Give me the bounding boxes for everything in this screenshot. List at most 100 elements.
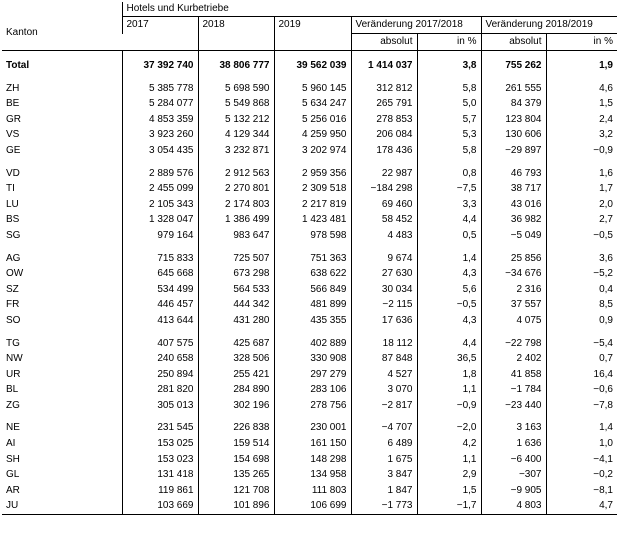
- spacer-cell: [545, 243, 617, 251]
- year-header-2019: 2019: [273, 16, 351, 34]
- total-row: Total 37 392 740 38 806 777 39 562 039 1 414…: [2, 58, 617, 74]
- kanton-name: OW: [6, 268, 24, 280]
- spacer-cell: [545, 73, 617, 81]
- spacer-cell: [121, 413, 198, 421]
- cell-abs2: 130 606: [480, 127, 546, 143]
- cell-pct2: 4,6: [545, 80, 617, 97]
- sub-empty-2019: [273, 33, 351, 51]
- cell-pct2: 3,2: [545, 127, 617, 143]
- cell-abs1: 1 847: [350, 482, 417, 499]
- year-header-2018: 2018: [197, 16, 274, 34]
- cell-v2018: 38 806 777: [197, 58, 274, 74]
- cell-v2018: 154 698: [197, 451, 274, 468]
- spacer-cell: [416, 158, 481, 166]
- cell-v2019: 148 298: [273, 451, 351, 468]
- spacer-cell: [2, 329, 122, 336]
- cell-pct1: 1,4: [416, 250, 481, 267]
- cell-v2018: 135 265: [197, 467, 274, 483]
- spacer-row: [2, 413, 617, 421]
- cell-v2017: 5 284 077: [121, 96, 198, 112]
- cell-v2019: 111 803: [273, 482, 351, 499]
- pct2-header: in %: [545, 33, 617, 51]
- cell-pct2: −0,6: [545, 382, 617, 398]
- cell-abs2: −29 897: [480, 142, 546, 159]
- kanton-name: ZH: [6, 82, 20, 94]
- cell-v2017: 2 105 343: [121, 196, 198, 213]
- kanton-name: TG: [6, 337, 20, 349]
- table-row: BS 1 328 047 1 386 499 1 423 481 58 452 4,4 36…: [2, 212, 617, 228]
- cell-v2017: 413 644: [121, 312, 198, 329]
- cell-v2019: 751 363: [273, 250, 351, 267]
- kanton-name: BS: [6, 214, 20, 226]
- cell-pct2: 2,4: [545, 111, 617, 128]
- spacer-cell: [480, 413, 546, 421]
- cell-abs2: −6 400: [480, 451, 546, 468]
- cell-abs1: −4 707: [350, 420, 417, 437]
- cell-v2019: 39 562 039: [273, 58, 351, 74]
- spacer-cell: [2, 51, 122, 59]
- cell-abs1: 58 452: [350, 212, 417, 228]
- spacer-row: [2, 50, 617, 59]
- cell-v2018: 5 549 868: [197, 96, 274, 112]
- spacer-cell: [350, 50, 417, 58]
- table-body: Hotels und Kurbetriebe Kanton 2017 2018 …: [2, 2, 617, 516]
- cell-pct1: 1,5: [416, 482, 481, 499]
- cell-pct2: −7,8: [545, 397, 617, 414]
- year-header-2017: 2017: [121, 16, 198, 34]
- cell-v2019: 161 150: [273, 436, 351, 452]
- spacer-cell: [121, 243, 198, 251]
- cell-v2018: 444 342: [197, 297, 274, 313]
- cell-abs1: 9 674: [350, 250, 417, 267]
- cell-abs2: 2 316: [480, 281, 546, 298]
- cell-abs2: −307: [480, 467, 546, 483]
- spacer-cell: [416, 50, 481, 58]
- cell-v2017: 5 385 778: [121, 80, 198, 97]
- cell-pct2: −5,4: [545, 335, 617, 352]
- cell-abs2: 36 982: [480, 212, 546, 228]
- cell-pct1: 5,8: [416, 80, 481, 97]
- spacer-cell: [350, 243, 417, 251]
- cell-v2017: 3 054 435: [121, 142, 198, 159]
- cell-abs2: 4 075: [480, 312, 546, 329]
- cell-v2017: 1 328 047: [121, 212, 198, 228]
- spacer-cell: [197, 243, 274, 251]
- cell-abs2: 46 793: [480, 165, 546, 182]
- spacer-cell: [545, 328, 617, 336]
- cell-v2019: 330 908: [273, 351, 351, 367]
- cell-pct1: 5,7: [416, 111, 481, 128]
- cell-v2019: 5 634 247: [273, 96, 351, 112]
- cell-abs1: 30 034: [350, 281, 417, 298]
- cell-pct1: 1,1: [416, 382, 481, 398]
- spacer-cell: [197, 328, 274, 336]
- cell-v2017: 407 575: [121, 335, 198, 352]
- cell-pct2: 2,0: [545, 196, 617, 213]
- cell-pct1: 36,5: [416, 351, 481, 367]
- cell-abs2: 84 379: [480, 96, 546, 112]
- cell-v2018: 255 421: [197, 366, 274, 383]
- spacer-cell: [121, 50, 198, 58]
- spacer-cell: [545, 50, 617, 58]
- data-table: Hotels und Kurbetriebe Kanton 2017 2018 …: [2, 2, 617, 516]
- kanton-name: SZ: [6, 283, 19, 295]
- cell-pct2: −5,2: [545, 266, 617, 282]
- cell-pct1: 4,3: [416, 312, 481, 329]
- cell-pct2: 0,9: [545, 312, 617, 329]
- absolut2-header: absolut: [480, 33, 546, 51]
- kanton-name: ZG: [6, 399, 20, 411]
- cell-pct2: 0,4: [545, 281, 617, 298]
- header-row-years: Kanton 2017 2018 2019 Veränderung 2017/2…: [2, 16, 617, 51]
- cell-pct2: 3,6: [545, 250, 617, 267]
- cell-v2019: 566 849: [273, 281, 351, 298]
- cell-v2017: 153 023: [121, 451, 198, 468]
- spacer-cell: [197, 73, 274, 81]
- table-row: AG 715 833 725 507 751 363 9 674 1,4 25 856 3,6: [2, 250, 617, 267]
- cell-abs1: 4 527: [350, 366, 417, 383]
- cell-pct2: 2,7: [545, 212, 617, 228]
- cell-v2018: 983 647: [197, 227, 274, 244]
- cell-pct2: 1,7: [545, 181, 617, 197]
- cell-v2017: 153 025: [121, 436, 198, 452]
- kanton-name: SG: [6, 229, 21, 241]
- cell-pct1: 4,3: [416, 266, 481, 282]
- cell-abs1: 265 791: [350, 96, 417, 112]
- cell-v2018: 226 838: [197, 420, 274, 437]
